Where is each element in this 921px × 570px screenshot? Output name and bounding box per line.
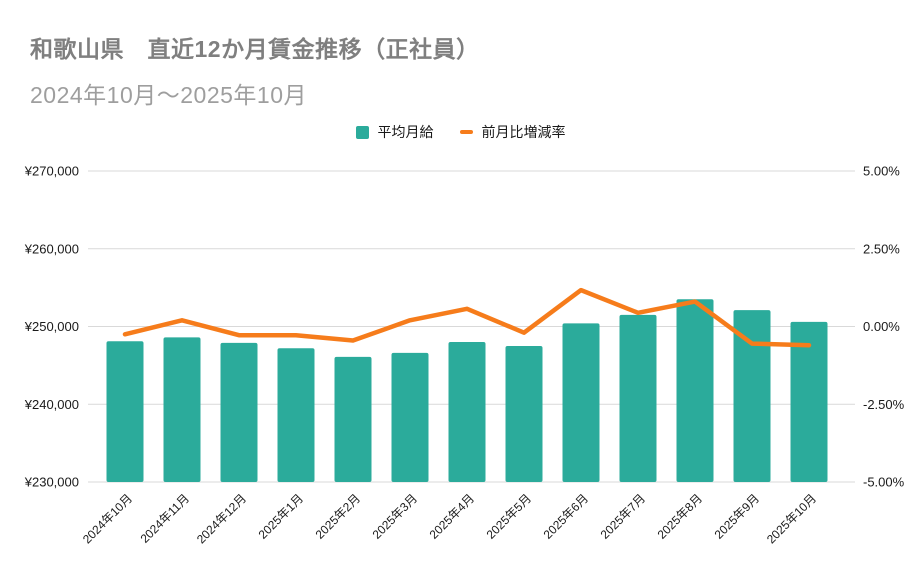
chart-title: 和歌山県 直近12か月賃金推移（正社員）: [30, 36, 480, 62]
legend-item-average-salary[interactable]: 平均月給: [355, 122, 434, 142]
left-axis-tick-label: ¥240,000: [24, 397, 79, 412]
right-axis-tick-label: -5.00%: [863, 475, 905, 490]
left-axis-tick-label: ¥270,000: [24, 164, 79, 179]
x-axis-label-2024年10月: 2024年10月: [80, 491, 135, 546]
left-axis-tick-label: ¥250,000: [24, 319, 79, 334]
mom-change-line: [122, 287, 812, 348]
bar-2025年5月: [505, 345, 543, 482]
x-axis-label-2025年2月: 2025年2月: [313, 491, 363, 541]
wage-trend-combo-chart: ¥230,000 -5.00% ¥240,000 -2.50% ¥250,000 0.00…: [24, 164, 905, 547]
bar-series-swatch-icon: [355, 125, 369, 139]
right-axis-tick-label: 0.00%: [863, 319, 900, 334]
bar-2025年3月: [391, 352, 429, 482]
bar-2024年12月: [220, 342, 258, 482]
x-axis-label-2025年6月: 2025年6月: [541, 491, 591, 541]
legend-label: 前月比増減率: [481, 124, 566, 140]
x-axis-label-2025年3月: 2025年3月: [370, 491, 420, 541]
bar-2025年10月: [790, 321, 828, 482]
bar-2024年10月: [106, 341, 144, 482]
x-axis-label-2025年1月: 2025年1月: [256, 491, 306, 541]
bar-2025年6月: [562, 323, 600, 482]
bar-2025年8月: [676, 299, 714, 482]
chart-subtitle: 2024年10月～2025年10月: [30, 82, 307, 108]
bar-2025年2月: [334, 356, 372, 482]
bar-2025年4月: [448, 342, 486, 482]
bar-2024年11月: [163, 337, 201, 482]
x-axis-label-2025年4月: 2025年4月: [427, 491, 477, 541]
x-axis-label-2025年7月: 2025年7月: [598, 491, 648, 541]
bar-2025年1月: [277, 348, 315, 482]
right-axis-tick-label: -2.50%: [863, 397, 905, 412]
chart-legend: 平均月給 前月比増減率: [0, 122, 921, 142]
legend-item-mom-change[interactable]: 前月比増減率: [459, 122, 566, 142]
x-axis-label-2025年10月: 2025年10月: [764, 491, 819, 546]
left-axis-tick-label: ¥260,000: [24, 241, 79, 256]
legend-label: 平均月給: [377, 124, 434, 140]
bar-2025年7月: [619, 314, 657, 482]
right-axis-tick-label: 2.50%: [863, 241, 900, 256]
x-axis-label-2025年8月: 2025年8月: [655, 491, 705, 541]
left-axis-tick-label: ¥230,000: [24, 475, 79, 490]
right-axis-tick-label: 5.00%: [863, 164, 900, 179]
x-axis-label-2024年12月: 2024年12月: [194, 491, 249, 546]
bar-2025年9月: [733, 310, 771, 482]
x-axis-label-2024年11月: 2024年11月: [138, 491, 193, 546]
x-axis-label-2025年9月: 2025年9月: [712, 491, 762, 541]
line-series-swatch-icon: [459, 130, 473, 134]
x-axis-label-2025年5月: 2025年5月: [484, 491, 534, 541]
